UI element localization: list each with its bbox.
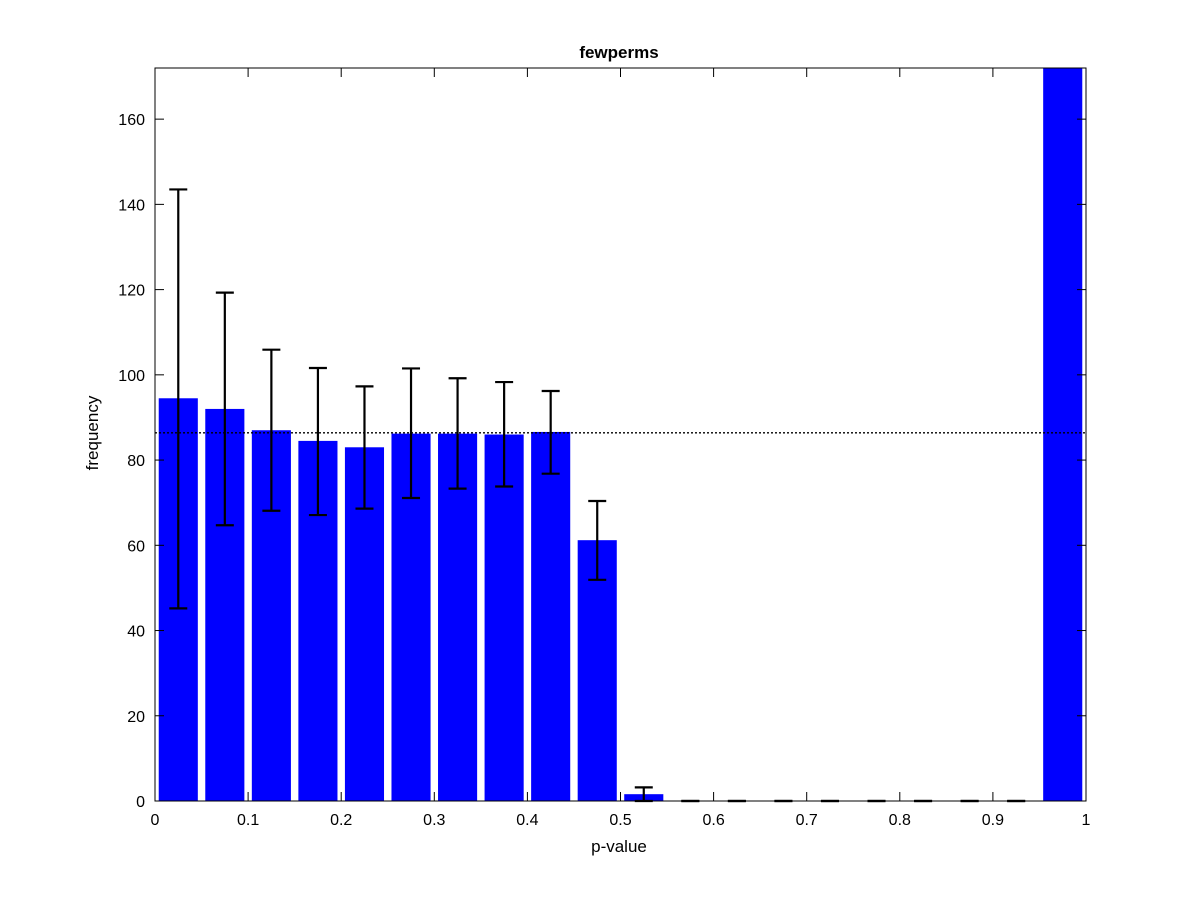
x-tick-label-8: 0.8 [889, 812, 911, 829]
y-axis-ticks: 0 20 40 60 80 100 120 140 160 [118, 112, 1086, 811]
bar-7 [484, 434, 524, 801]
errorbar-6 [448, 377, 467, 490]
bar-9 [577, 540, 617, 801]
y-tick-label-2: 40 [127, 624, 145, 641]
y-tick-label-0: 0 [136, 794, 145, 811]
errorbar-1 [215, 291, 234, 527]
chart-title: fewperms [579, 43, 658, 62]
errorbar-2 [262, 348, 281, 512]
y-tick-label-7: 140 [118, 197, 145, 214]
x-tick-label-4: 0.4 [516, 812, 538, 829]
x-tick-label-3: 0.3 [423, 812, 445, 829]
x-tick-label-6: 0.6 [702, 812, 724, 829]
errorbar-8 [541, 389, 560, 475]
y-tick-label-6: 120 [118, 283, 145, 300]
y-tick-label-3: 60 [127, 538, 145, 555]
x-tick-label-0: 0 [151, 812, 160, 829]
bar-8 [531, 431, 571, 801]
x-axis-ticks: 0 0.1 0.2 0.3 0.4 0.5 0.6 0.7 0.8 0.9 1 [151, 68, 1091, 829]
y-tick-label-5: 100 [118, 368, 145, 385]
bar-19 [1043, 68, 1083, 801]
errorbar-0 [169, 188, 188, 610]
bar-group [158, 68, 1083, 801]
errorbar-4 [355, 385, 374, 510]
x-tick-label-10: 1 [1082, 812, 1091, 829]
y-tick-label-8: 160 [118, 112, 145, 129]
y-tick-label-1: 20 [127, 709, 145, 726]
y-axis-label: frequency [83, 395, 102, 470]
x-tick-label-9: 0.9 [982, 812, 1004, 829]
x-axis-label: p-value [591, 837, 647, 856]
errorbar-3 [308, 366, 327, 517]
errorbar-7 [495, 380, 514, 488]
x-tick-label-2: 0.2 [330, 812, 352, 829]
x-tick-label-7: 0.7 [796, 812, 818, 829]
errorbar-9 [588, 499, 607, 581]
y-tick-label-4: 80 [127, 453, 145, 470]
x-tick-label-5: 0.5 [609, 812, 631, 829]
bar-6 [438, 433, 478, 801]
x-tick-label-1: 0.1 [237, 812, 259, 829]
